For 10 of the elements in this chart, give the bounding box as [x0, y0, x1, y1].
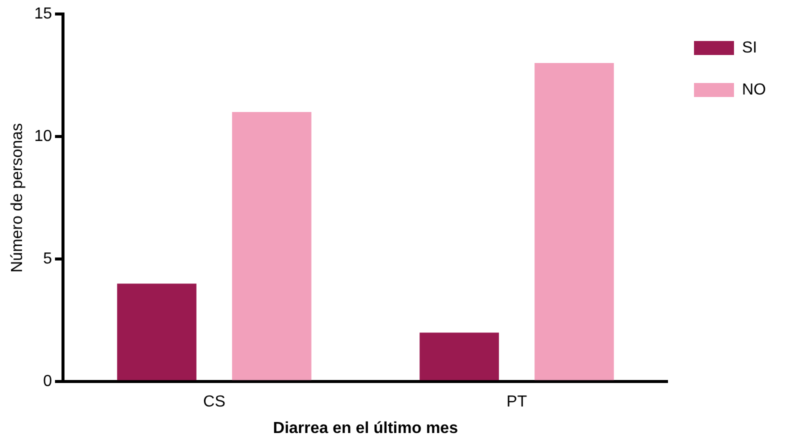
y-tick-label: 0 — [43, 373, 52, 390]
y-axis-title: Número de personas — [9, 123, 26, 273]
x-tick-label: CS — [203, 394, 226, 411]
x-axis-title: Diarrea en el último mes — [273, 420, 458, 437]
legend-label: SI — [742, 39, 758, 56]
legend-label: NO — [742, 81, 766, 98]
x-tick-label: PT — [506, 394, 528, 411]
y-tick-label: 15 — [34, 5, 52, 22]
y-tick-label: 5 — [43, 250, 52, 268]
y-tick-label: 10 — [34, 128, 52, 145]
